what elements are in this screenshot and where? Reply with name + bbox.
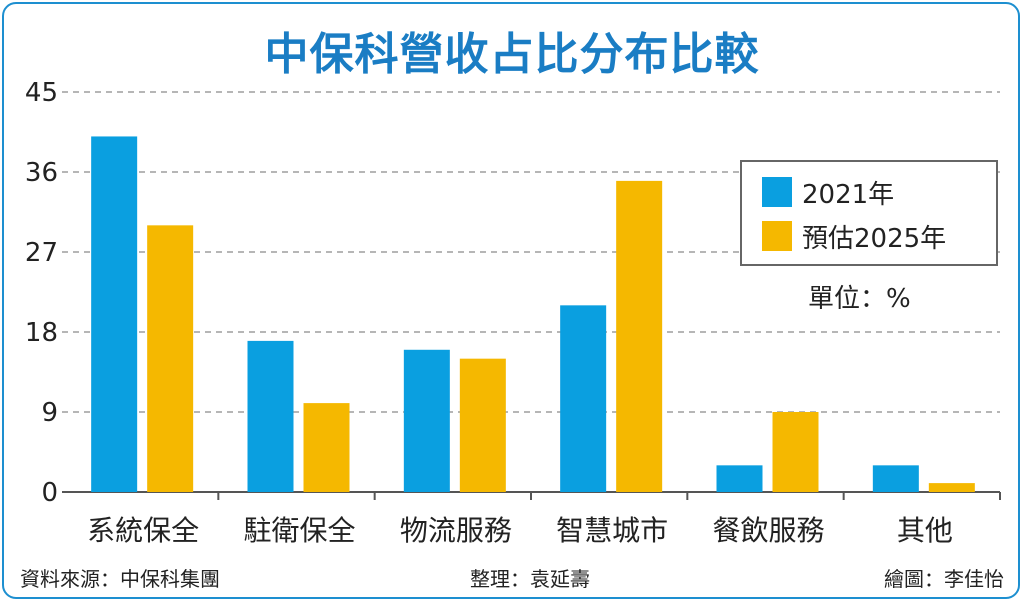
legend-item-2021: 2021年 [762, 174, 894, 210]
chart-title: 中保科營收占比分布比較 [264, 29, 760, 80]
bar-2025 [303, 403, 350, 492]
artist-credit: 繪圖：李佳怡 [884, 567, 1004, 591]
legend-label-2025: 預估2025年 [802, 223, 947, 254]
legend-swatch-2021 [762, 177, 792, 207]
bar-2025 [616, 180, 663, 492]
x-tick-label: 駐衛保全 [243, 514, 355, 547]
y-tick-label: 45 [25, 78, 58, 108]
y-tick-label: 27 [25, 238, 58, 268]
y-tick-label: 0 [41, 478, 58, 508]
bar-2021 [403, 349, 450, 492]
x-tick-label: 系統保全 [87, 514, 199, 547]
y-tick-label: 36 [25, 158, 58, 188]
bar-2021 [91, 136, 138, 492]
bar-2025 [928, 483, 975, 492]
bar-2021 [560, 305, 607, 492]
unit-label: 單位：% [808, 284, 911, 314]
x-tick-label: 物流服務 [400, 514, 512, 547]
bar-2025 [772, 412, 819, 492]
legend-item-2025: 預估2025年 [762, 218, 946, 254]
editor-credit: 整理：袁延壽 [470, 567, 590, 591]
bar-2025 [147, 225, 194, 493]
legend: 2021年 預估2025年 [740, 160, 998, 266]
source-credit: 資料來源：中保科集團 [20, 567, 220, 591]
x-tick-label: 智慧城市 [556, 514, 668, 547]
bar-2025 [459, 358, 506, 492]
legend-swatch-2025 [762, 221, 792, 251]
legend-label-2021: 2021年 [802, 179, 895, 210]
x-tick-label: 其他 [897, 514, 953, 547]
bar-2021 [716, 465, 763, 492]
y-tick-label: 18 [25, 318, 58, 348]
bar-2021 [247, 340, 294, 492]
x-tick-label: 餐飲服務 [712, 514, 824, 547]
bar-2021 [872, 465, 919, 492]
y-tick-label: 9 [41, 398, 58, 428]
